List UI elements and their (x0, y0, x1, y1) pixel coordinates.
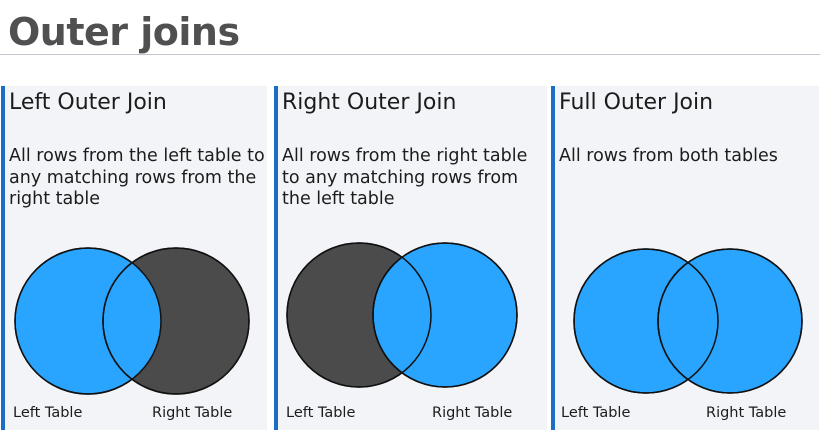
left-table-label: Left Table (13, 405, 83, 421)
right-table-label: Right Table (706, 405, 787, 421)
right-table-outline (102, 247, 250, 395)
panel-title: Right Outer Join (282, 90, 457, 115)
left-table-label: Left Table (561, 405, 631, 421)
full-outer-join-panel: Full Outer Join All rows from both table… (551, 86, 819, 430)
right-table-outline (657, 248, 803, 394)
left-table-label: Left Table (286, 405, 356, 421)
right-table-label: Right Table (152, 405, 233, 421)
panel-description: All rows from the left table to any matc… (9, 146, 265, 209)
panel-description: All rows from both tables (559, 146, 778, 166)
left-outer-join-panel: Left Outer Join All rows from the left t… (1, 86, 267, 430)
venn-diagram (14, 247, 250, 395)
left-table-outline (14, 247, 162, 395)
left-table-outline (573, 248, 719, 394)
page-title: Outer joins (8, 10, 240, 54)
venn-diagram (573, 248, 803, 394)
venn-diagram (286, 242, 518, 388)
right-table-outline (372, 242, 518, 388)
panel-title: Left Outer Join (9, 90, 167, 115)
title-divider (0, 54, 820, 55)
panel-description: All rows from the right table to any mat… (282, 146, 528, 209)
panel-title: Full Outer Join (559, 90, 714, 115)
left-table-outline (286, 242, 432, 388)
right-table-label: Right Table (432, 405, 513, 421)
right-outer-join-panel: Right Outer Join All rows from the right… (274, 86, 547, 430)
